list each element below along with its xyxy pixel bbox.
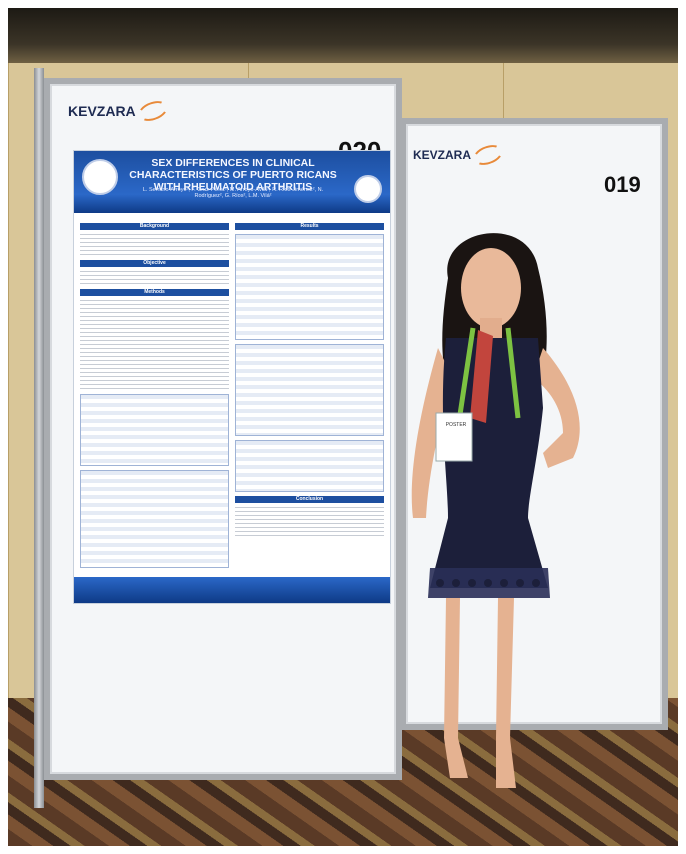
- board-number-right: 019: [604, 172, 641, 197]
- data-table: [235, 234, 384, 340]
- poster-column-left: Background Objective Methods: [80, 223, 229, 573]
- photo-frame: KEVZARA 020 KEVZARA 019 SEX DIFFERENCES …: [8, 8, 678, 846]
- poster-authors: L. Serrano-Arroyo¹, F. Cruz-Pérez², M. A…: [142, 187, 324, 199]
- text-block: [80, 271, 229, 285]
- section-heading: Conclusion: [235, 496, 384, 503]
- section-heading: Background: [80, 223, 229, 230]
- data-table: [235, 440, 384, 492]
- poster-title: SEX DIFFERENCES IN CLINICAL CHARACTERIST…: [129, 157, 337, 193]
- text-block: [80, 234, 229, 256]
- text-block: [80, 300, 229, 390]
- data-table: [80, 394, 229, 466]
- research-poster: SEX DIFFERENCES IN CLINICAL CHARACTERIST…: [73, 150, 391, 604]
- section-heading: Methods: [80, 289, 229, 296]
- section-heading: Results: [235, 223, 384, 230]
- board-post: [34, 68, 44, 808]
- university-seal-icon: [354, 175, 382, 203]
- presenter-figure: [411, 233, 580, 788]
- poster-column-right: Results Conclusion: [235, 223, 384, 573]
- data-table: [80, 470, 229, 568]
- poster-header: SEX DIFFERENCES IN CLINICAL CHARACTERIST…: [74, 151, 390, 213]
- poster-footer: [74, 577, 390, 603]
- section-heading: Objective: [80, 260, 229, 267]
- name-badge: POSTER: [445, 422, 467, 428]
- text-block: [235, 507, 384, 537]
- ceiling: [8, 8, 678, 68]
- university-seal-icon: [82, 159, 118, 195]
- data-table: [235, 344, 384, 436]
- brand-logo-right: KEVZARA: [413, 141, 506, 169]
- brand-logo-left: KEVZARA: [68, 97, 170, 125]
